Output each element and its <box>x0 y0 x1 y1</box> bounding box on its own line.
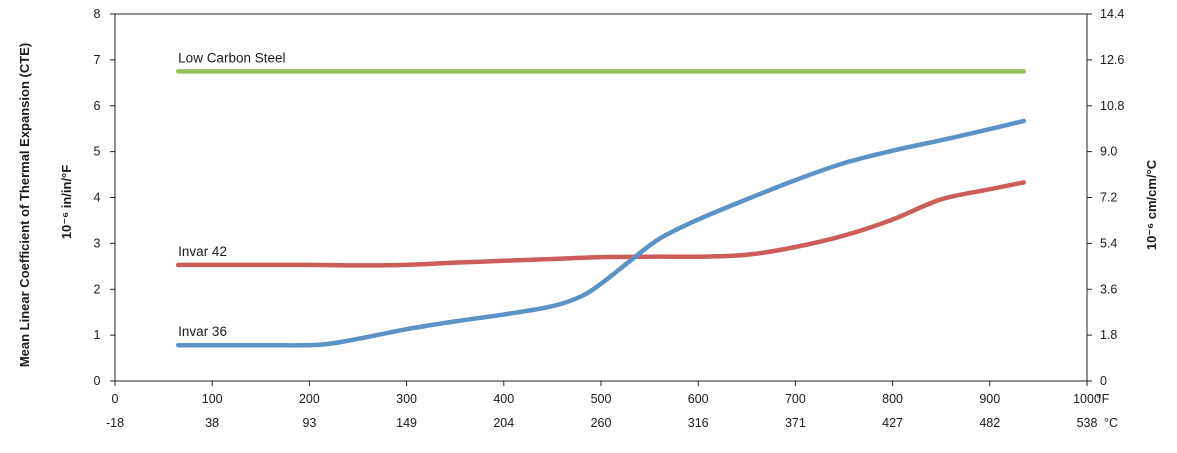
x-tick-label-f: 100 <box>202 392 223 406</box>
x-tick-label-f: 600 <box>688 392 709 406</box>
x-tick-label-f: 400 <box>493 392 514 406</box>
x-tick-label-c: 371 <box>785 416 806 430</box>
y-tick-label-left: 4 <box>94 191 101 205</box>
x-tick-label-c: 538 <box>1077 416 1098 430</box>
y-tick-label-right: 3.6 <box>1100 282 1117 296</box>
x-tick-label-c: -18 <box>106 416 124 430</box>
x-tick-label-c: 38 <box>205 416 219 430</box>
y-tick-label-right: 12.6 <box>1100 53 1124 67</box>
series-label-invar-36: Invar 36 <box>178 324 227 339</box>
y-tick-label-right: 1.8 <box>1100 328 1117 342</box>
y-tick-label-right: 10.8 <box>1100 99 1124 113</box>
y-axis-title-left: Mean Linear Coefficient of Thermal Expan… <box>17 43 32 367</box>
y-tick-label-left: 7 <box>94 53 101 67</box>
y-tick-label-right: 0 <box>1100 374 1107 388</box>
y-tick-label-left: 0 <box>94 374 101 388</box>
y-tick-label-left: 2 <box>94 282 101 296</box>
x-unit-f: °F <box>1097 392 1110 406</box>
y-tick-label-left: 6 <box>94 99 101 113</box>
x-tick-label-f: 700 <box>785 392 806 406</box>
series-label-invar-42: Invar 42 <box>178 244 227 259</box>
x-tick-label-f: 0 <box>112 392 119 406</box>
y-tick-label-right: 7.2 <box>1100 191 1117 205</box>
x-tick-label-c: 93 <box>302 416 316 430</box>
x-tick-label-f: 300 <box>396 392 417 406</box>
series-line-invar-42 <box>175 180 1027 268</box>
y-tick-label-left: 5 <box>94 145 101 159</box>
x-tick-label-c: 482 <box>979 416 1000 430</box>
x-tick-label-f: 1000 <box>1073 392 1101 406</box>
x-tick-label-c: 427 <box>882 416 903 430</box>
y-axis-unit-right: 10⁻⁶ cm/cm/°C <box>1144 159 1159 250</box>
series-label-low-carbon-steel: Low Carbon Steel <box>178 50 285 65</box>
x-tick-label-f: 500 <box>591 392 612 406</box>
y-tick-label-left: 8 <box>94 7 101 21</box>
y-axis-unit-left: 10⁻⁶ in/in/°F <box>59 165 74 239</box>
y-tick-label-left: 1 <box>94 328 101 342</box>
y-tick-label-right: 5.4 <box>1100 236 1117 250</box>
x-tick-label-c: 149 <box>396 416 417 430</box>
x-tick-label-f: 200 <box>299 392 320 406</box>
x-tick-label-f: 800 <box>882 392 903 406</box>
y-tick-label-right: 14.4 <box>1100 7 1124 21</box>
x-unit-c: °C <box>1104 416 1118 430</box>
x-tick-label-f: 900 <box>979 392 1000 406</box>
x-tick-label-c: 204 <box>493 416 514 430</box>
series-line-invar-36 <box>175 118 1027 348</box>
y-tick-label-left: 3 <box>94 236 101 250</box>
x-tick-label-c: 260 <box>591 416 612 430</box>
y-tick-label-right: 9.0 <box>1100 145 1117 159</box>
x-tick-label-c: 316 <box>688 416 709 430</box>
